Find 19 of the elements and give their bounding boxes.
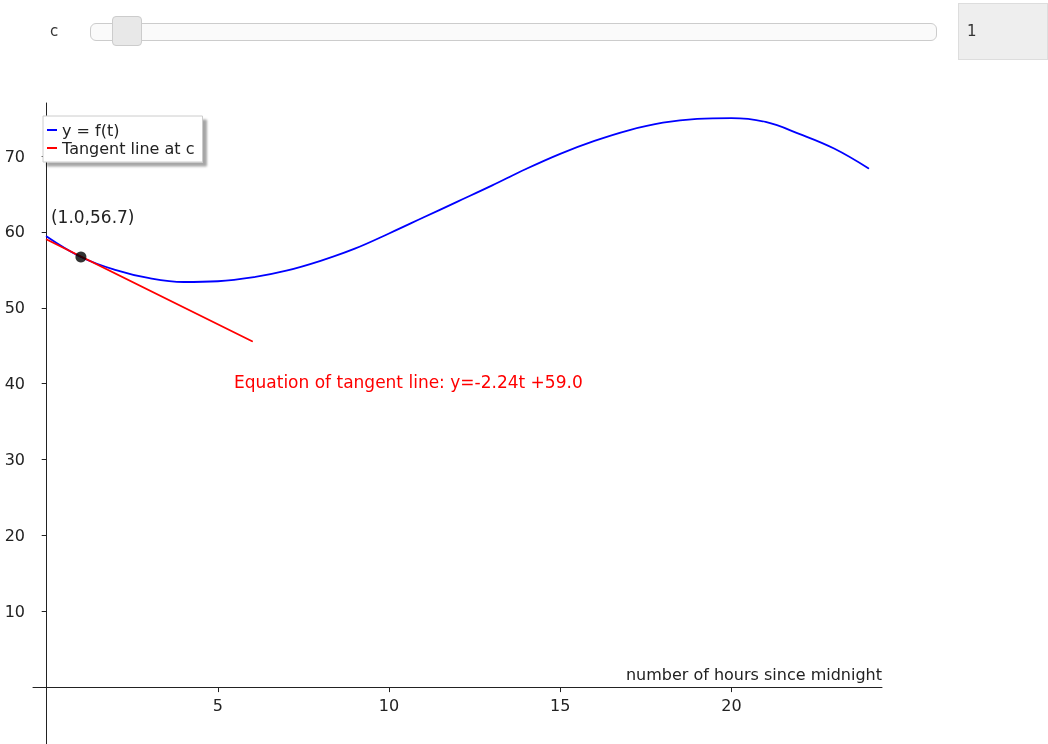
y-tick-label: 40 xyxy=(4,374,25,394)
text: c xyxy=(50,22,59,40)
y-tick-label: 20 xyxy=(4,525,25,545)
x-tick-label: 5 xyxy=(212,695,223,715)
x-tick-label: 10 xyxy=(378,695,400,715)
y-tick-label: 50 xyxy=(4,298,25,318)
y-tick-label: 70 xyxy=(4,146,25,166)
x-axis-title: number of hours since midnight xyxy=(625,664,882,684)
y-tick-label: 10 xyxy=(4,601,25,621)
annotation: (1.0,56.7) xyxy=(50,206,135,227)
text: 1 xyxy=(967,22,977,40)
y-tick-label: 30 xyxy=(4,450,25,470)
x-tick-label: 20 xyxy=(721,695,742,715)
y-tick-label: 60 xyxy=(4,222,25,242)
x-tick-label: 15 xyxy=(550,695,571,715)
line-series xyxy=(45,117,870,283)
annotation: Equation of tangent line: y=-2.24t +59.0 xyxy=(234,372,583,392)
legend-label: y = f(t) xyxy=(62,120,120,140)
legend-label: Tangent line at c xyxy=(61,138,195,158)
